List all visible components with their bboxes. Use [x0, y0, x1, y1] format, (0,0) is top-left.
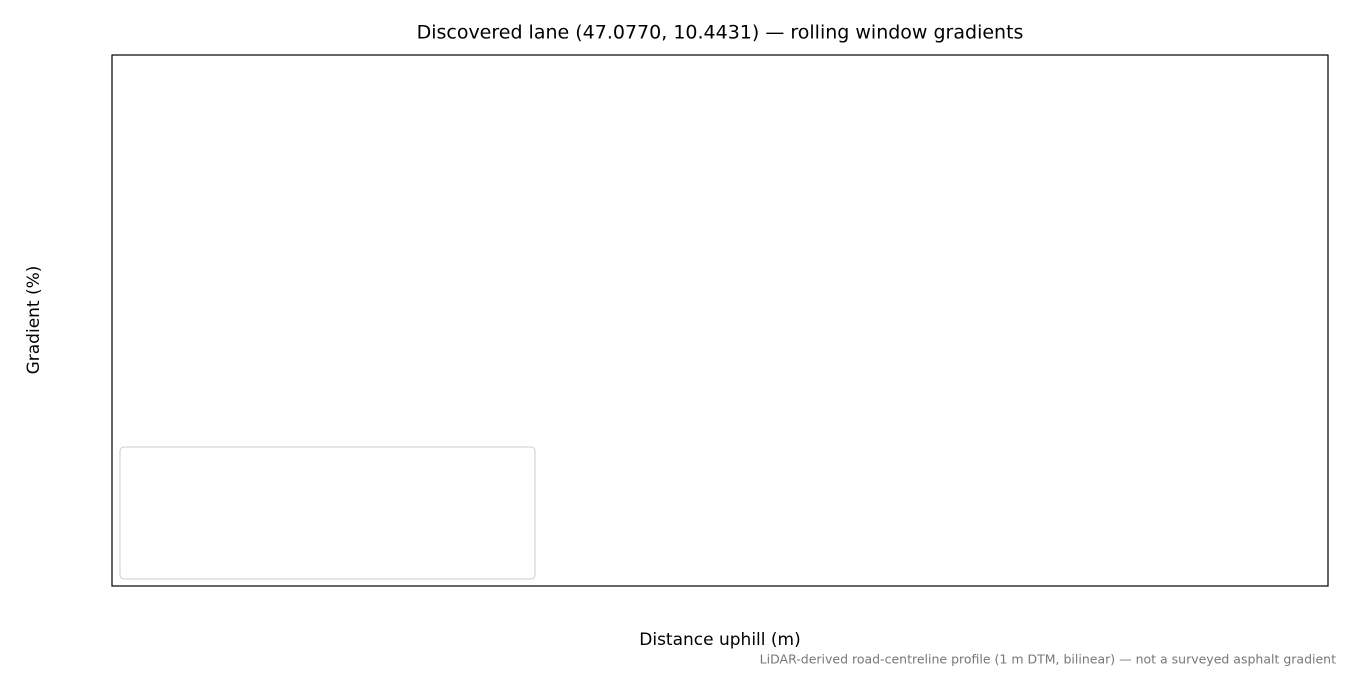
plot-frame: [111, 54, 1329, 587]
legend-box: [119, 446, 536, 580]
y-axis-label: Gradient (%): [24, 266, 44, 375]
footnote: LiDAR-derived road-centreline profile (1…: [760, 652, 1336, 667]
x-axis-label: Distance uphill (m): [639, 630, 800, 650]
chart-title: Discovered lane (47.0770, 10.4431) — rol…: [417, 22, 1024, 44]
